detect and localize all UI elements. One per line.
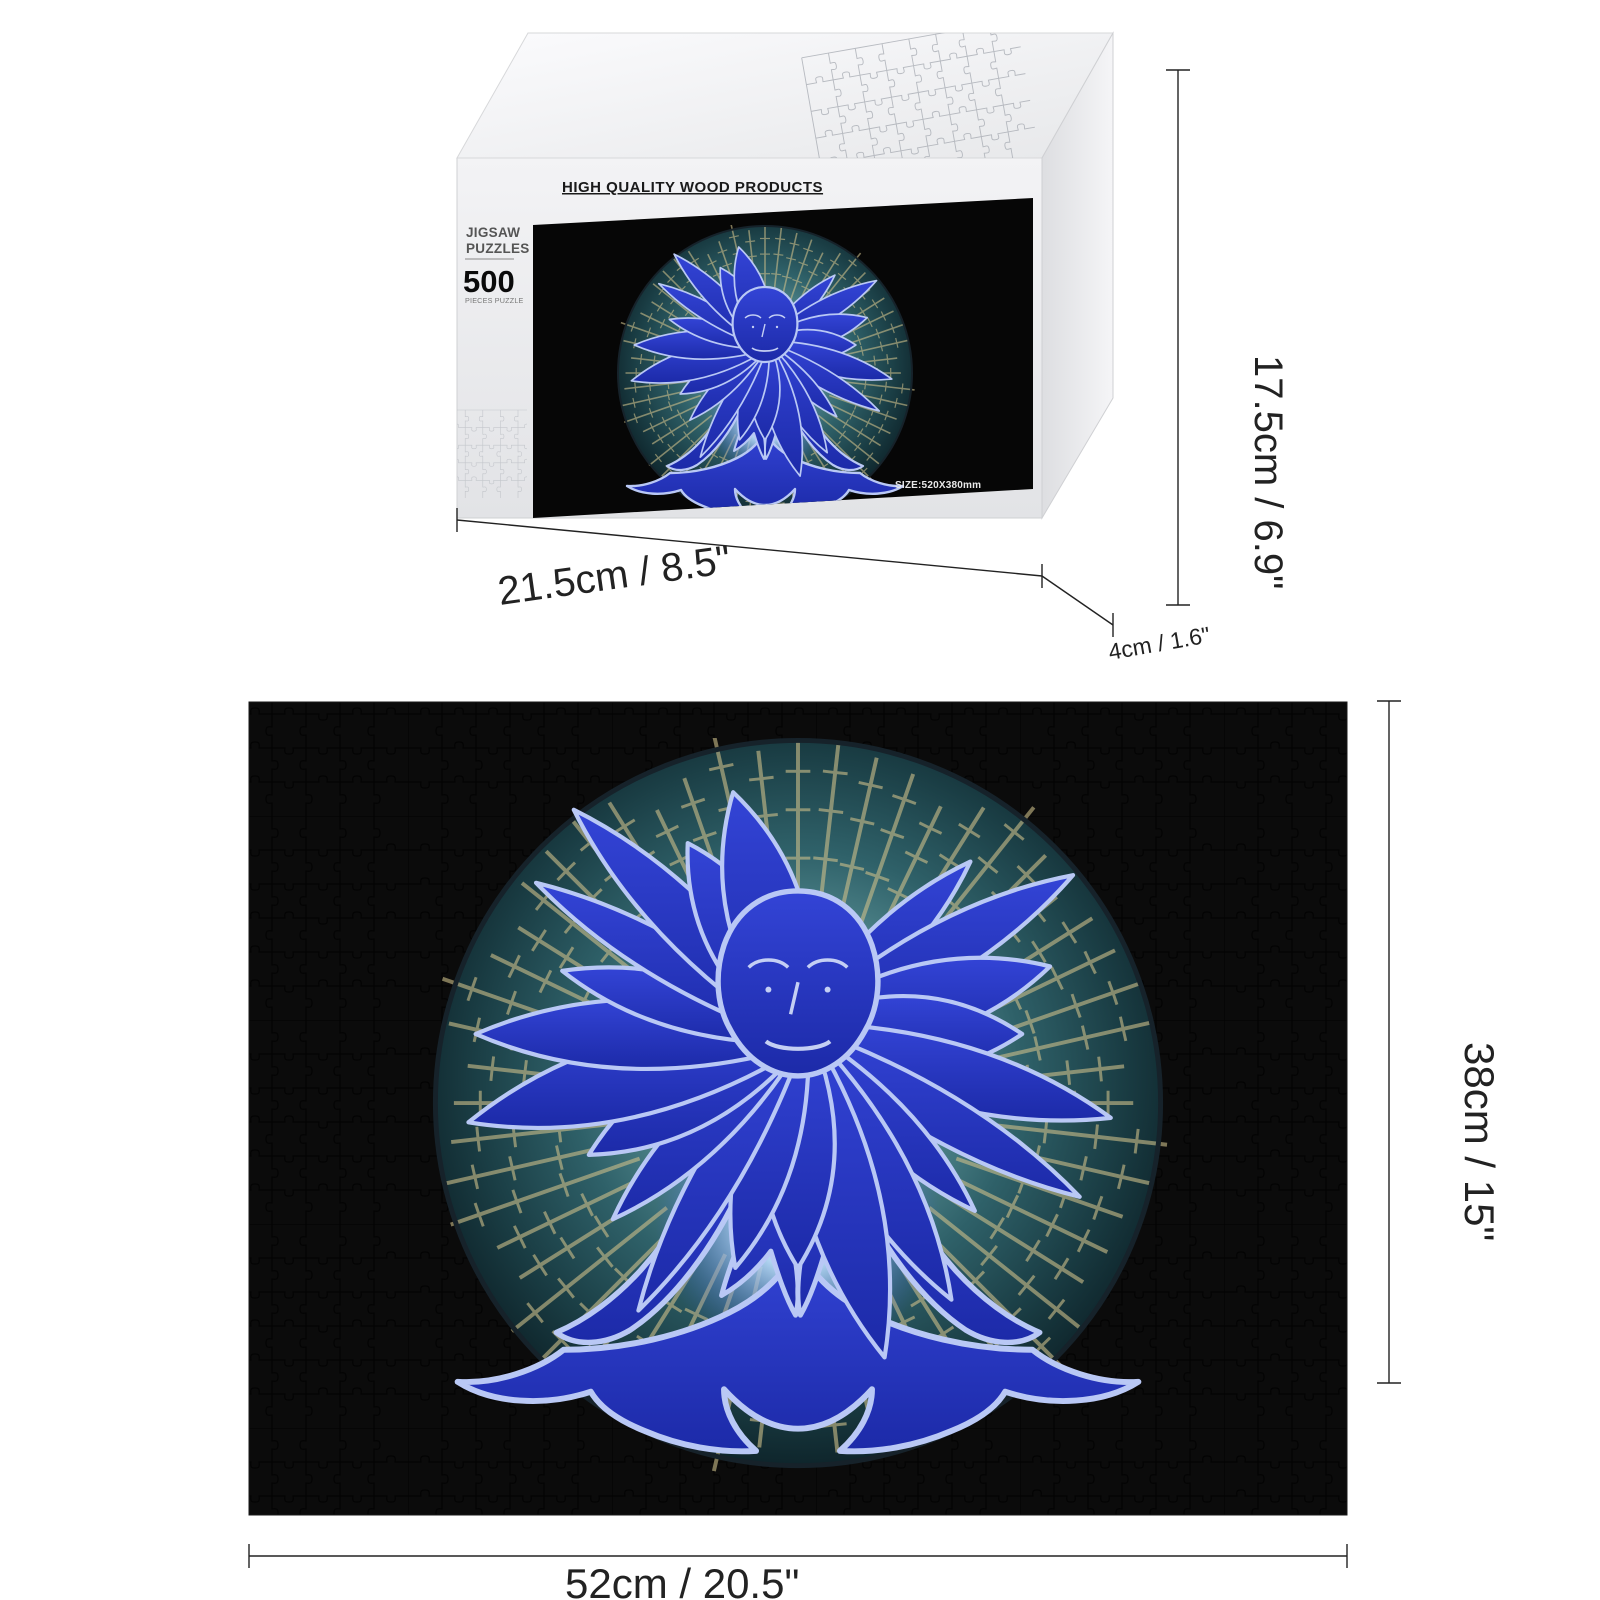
svg-text:17.5cm / 6.9": 17.5cm / 6.9" (1246, 355, 1290, 589)
svg-text:JIGSAW: JIGSAW (466, 225, 520, 240)
svg-text:PUZZLES: PUZZLES (466, 241, 530, 256)
svg-text:SIZE:520X380mm: SIZE:520X380mm (895, 480, 981, 491)
svg-text:HIGH QUALITY WOOD PRODUCTS: HIGH QUALITY WOOD PRODUCTS (562, 179, 823, 196)
svg-text:21.5cm / 8.5": 21.5cm / 8.5" (495, 538, 733, 614)
svg-text:4cm / 1.6": 4cm / 1.6" (1106, 621, 1212, 664)
svg-text:PIECES PUZZLE: PIECES PUZZLE (465, 296, 524, 305)
svg-text:38cm / 15": 38cm / 15" (1456, 1042, 1503, 1241)
svg-text:52cm / 20.5": 52cm / 20.5" (565, 1560, 799, 1600)
svg-text:500: 500 (463, 264, 515, 299)
